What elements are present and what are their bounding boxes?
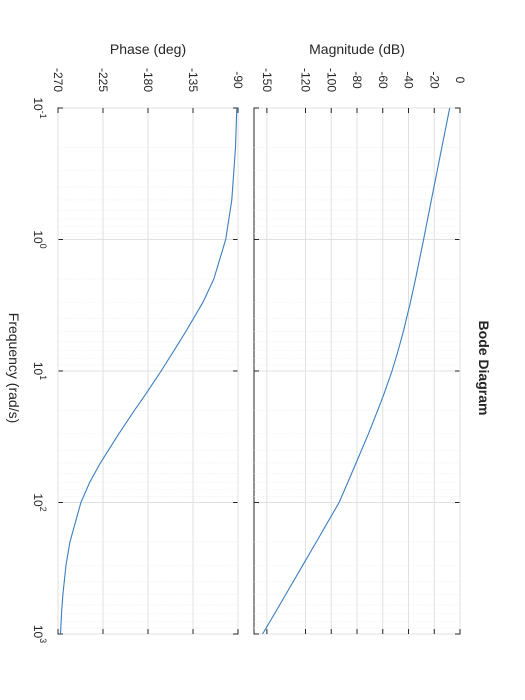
phase-axis-label: Phase (deg) [110,41,186,57]
x-tick-label: 100 [31,230,48,248]
phase-y-tick-label: -135 [186,68,200,92]
x-tick-label: 103 [31,625,48,643]
x-axis-label: Frequency (rad/s) [6,313,22,423]
magnitude-y-tick-label: -80 [350,71,364,89]
magnitude-y-tick-label: -20 [427,71,441,89]
phase-series-line [59,107,238,635]
phase-y-tick-label: -180 [141,68,155,92]
phase-panel: -90 -135 -180 -225 -270 Phase (deg) [51,41,245,635]
x-tick-label: 102 [31,493,48,511]
magnitude-y-tick-label: -40 [402,71,416,89]
magnitude-y-tick-label: 0 [453,77,467,84]
magnitude-y-tick-label: -100 [324,68,338,92]
magnitude-panel: 0 -20 -40 -60 -80 -100 -120 -150 Magnitude (dB) [253,41,467,635]
magnitude-y-tick-label: -150 [260,68,274,92]
chart-title: Bode Diagram [476,321,492,416]
x-tick-label: 101 [31,362,48,380]
phase-y-tick-label: -90 [231,71,245,89]
phase-y-tick-label: -270 [51,68,65,92]
magnitude-y-tick-label: -120 [299,68,313,92]
x-tick-label: 10-1 [31,97,48,118]
magnitude-y-tick-label: -60 [376,71,390,89]
phase-y-tick-label: -225 [96,68,110,92]
magnitude-axis-label: Magnitude (dB) [309,41,405,57]
magnitude-series-line [262,107,451,635]
